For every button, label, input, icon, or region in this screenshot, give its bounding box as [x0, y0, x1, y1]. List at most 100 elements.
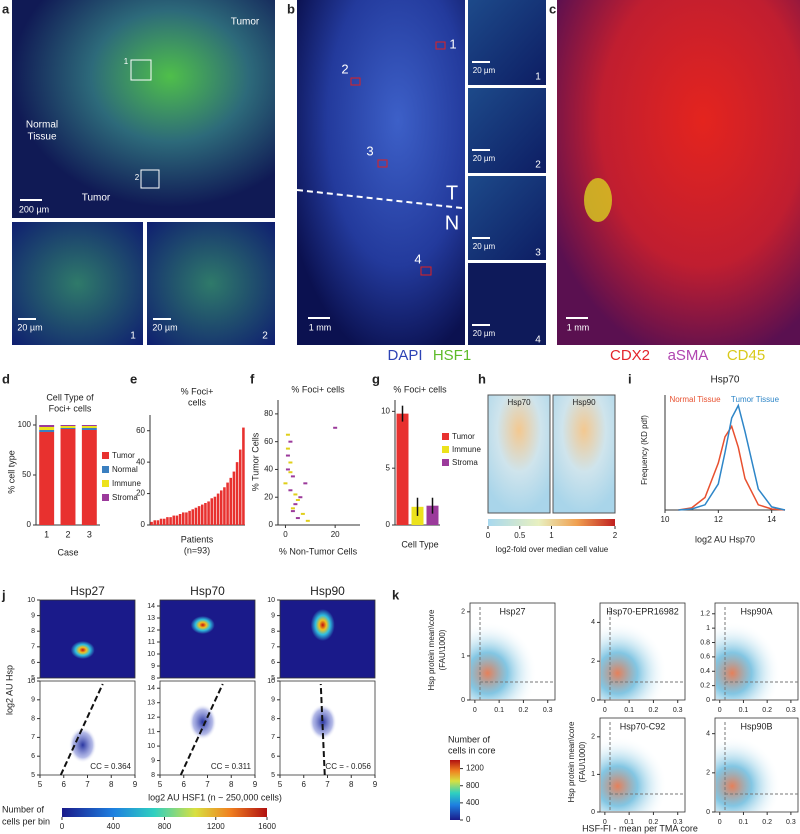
plot-frame [599, 717, 686, 813]
point [290, 510, 295, 513]
label: 1 [124, 57, 129, 66]
density-blob [70, 641, 95, 659]
panel-letter: h [478, 371, 486, 386]
scatter-cloud [68, 727, 97, 763]
y-tick-label: 10 [147, 651, 155, 658]
micrograph-inset [468, 176, 546, 260]
label: cells per bin [2, 816, 50, 826]
y-tick-label: 80 [264, 409, 273, 418]
bar [178, 514, 182, 525]
label: 1 [449, 36, 456, 51]
point [288, 440, 293, 443]
label: % Non-Tumor Cells [279, 546, 358, 556]
x-tick-label: 0.1 [739, 707, 749, 714]
x-tick-label: 0.1 [739, 819, 749, 826]
panel-letter: b [287, 1, 295, 16]
point [285, 447, 290, 450]
micrograph-inset [468, 0, 546, 85]
bar [396, 413, 409, 525]
label: 20 µm [152, 322, 177, 332]
x-tick-label: 0.1 [494, 707, 504, 714]
x-tick-label: 0.3 [543, 707, 553, 714]
fit-line [179, 683, 224, 776]
plot-frame [714, 717, 799, 813]
x-tick-label: 400 [107, 822, 121, 831]
label: 2 [262, 331, 268, 342]
x-tick-label: 7 [205, 780, 210, 789]
label: 20 µm [17, 322, 42, 332]
panel-letter: i [628, 371, 632, 386]
y-tick-label: 60 [136, 426, 145, 435]
y-tick-label: 9 [151, 663, 155, 670]
x-tick-label: 1600 [258, 822, 276, 831]
x-tick-label: 14 [767, 515, 776, 524]
plot-frame [159, 599, 256, 679]
scatter-cloud [188, 704, 217, 740]
label: Hsp27 [499, 606, 525, 616]
legend-label: Stroma [452, 458, 478, 467]
bar [159, 518, 163, 525]
label: Frequency (KD pdf) [640, 415, 649, 485]
y-tick-label: 2 [461, 609, 465, 616]
label: 20 µm [473, 154, 496, 163]
x-tick-label: 8 [109, 780, 114, 789]
label: % Foci+ cells [393, 384, 447, 394]
y-tick-label: 9 [271, 697, 275, 704]
y-tick-label: 10 [147, 743, 155, 750]
scatter-cloud [601, 613, 684, 699]
y-tick-label: 7 [31, 644, 35, 651]
y-tick-label: 4 [591, 619, 595, 626]
scatter-cloud [716, 728, 797, 811]
bar [232, 471, 236, 525]
y-tick-label: 1.2 [700, 611, 710, 618]
bar [204, 503, 207, 525]
bar-segment [39, 427, 55, 430]
legend-label: Immune [112, 479, 141, 488]
panel-letter: g [372, 371, 380, 386]
y-tick-label: 0 [706, 697, 710, 704]
bar [153, 520, 157, 525]
x-tick-label: 1 [549, 531, 554, 540]
x-tick-label: 0.2 [649, 819, 659, 826]
x-tick-label: 6 [302, 780, 307, 789]
x-tick-label: 0.2 [649, 707, 659, 714]
bar [207, 501, 210, 525]
y-tick-label: 60 [264, 437, 273, 446]
legend-swatch [102, 494, 109, 501]
inset-box [140, 169, 160, 189]
y-tick-label: 6 [271, 659, 275, 666]
label: 1 mm [567, 322, 590, 332]
y-tick-label: 1 [706, 625, 710, 632]
point [293, 493, 298, 496]
label: 1 [130, 331, 136, 342]
scatter-cloud [601, 728, 684, 811]
plot-frame [469, 602, 556, 701]
label: log2 AU Hsp70 [695, 534, 755, 544]
y-tick-label: 5 [271, 772, 275, 779]
y-tick-label: 9 [31, 612, 35, 619]
x-tick-label: 5 [158, 780, 163, 789]
label: Hsp protein mean\core [567, 721, 576, 802]
x-tick-label: 0.5 [514, 531, 526, 540]
bar [191, 509, 195, 525]
x-tick-label: 12 [714, 515, 723, 524]
bar [213, 496, 217, 525]
legend-swatch [102, 480, 109, 487]
y-tick-label: 0 [591, 697, 595, 704]
colorbar-tick-label: 400 [466, 798, 480, 807]
label: log2 AU Hsp [4, 665, 14, 715]
bar [226, 482, 229, 525]
label: 20 µm [473, 329, 496, 338]
x-tick-label: 7 [325, 780, 330, 789]
bar [216, 493, 220, 525]
bar [229, 477, 233, 525]
bar-segment [60, 426, 76, 428]
point [283, 482, 288, 485]
y-tick-label: 0 [461, 697, 465, 704]
bar [181, 512, 185, 525]
bar [172, 515, 176, 525]
label: Hsp90A [740, 606, 772, 616]
y-tick-label: 4 [706, 731, 710, 738]
label: 2 [535, 160, 541, 171]
x-tick-label: 0 [486, 531, 491, 540]
